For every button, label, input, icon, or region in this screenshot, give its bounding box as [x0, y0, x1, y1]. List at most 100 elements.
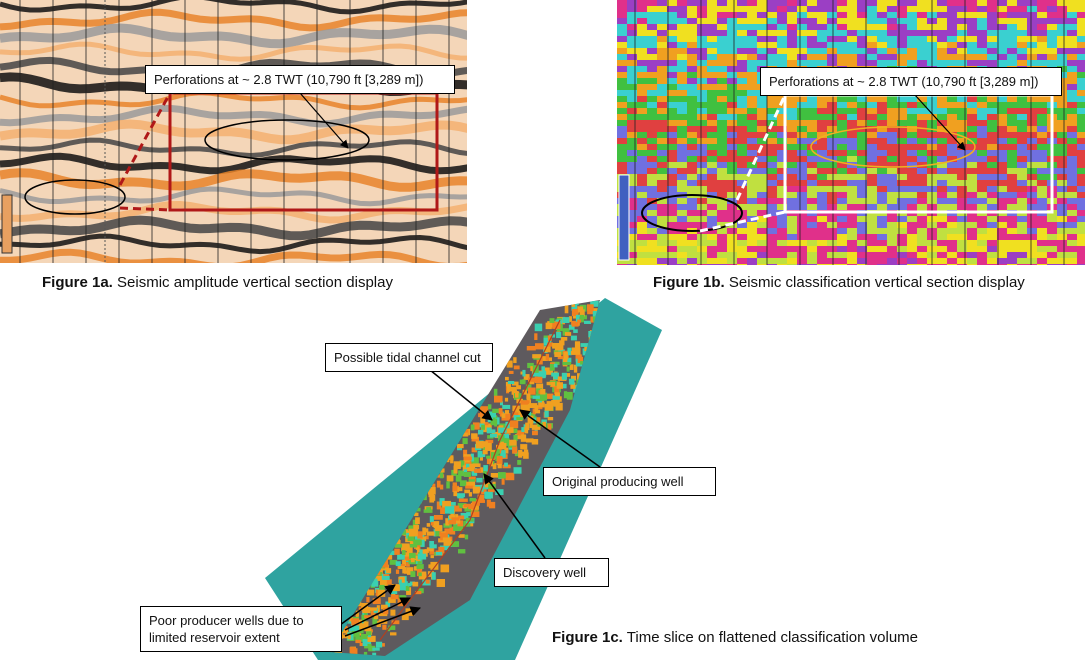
- texture: [532, 354, 542, 359]
- texture: [361, 603, 368, 610]
- texture: [1007, 180, 1017, 186]
- texture: [777, 174, 787, 180]
- texture: [857, 132, 867, 138]
- texture: [647, 66, 657, 72]
- texture: [426, 547, 434, 552]
- texture: [637, 204, 647, 210]
- texture: [1077, 258, 1085, 264]
- texture: [827, 240, 837, 246]
- texture: [1077, 246, 1085, 252]
- texture: [380, 578, 389, 586]
- texture: [406, 587, 412, 595]
- texture: [627, 198, 637, 204]
- texture: [657, 228, 667, 234]
- texture: [637, 90, 647, 96]
- texture: [547, 423, 552, 430]
- texture: [867, 234, 877, 240]
- texture: [977, 246, 987, 252]
- texture: [677, 0, 687, 6]
- texture: [917, 222, 927, 228]
- texture: [498, 472, 506, 479]
- texture: [697, 0, 707, 6]
- texture: [797, 144, 807, 150]
- texture: [1037, 60, 1047, 66]
- texture: [687, 6, 697, 12]
- texture: [787, 156, 797, 162]
- texture: [717, 180, 727, 186]
- texture: [1017, 132, 1027, 138]
- texture: [486, 455, 494, 459]
- texture: [1067, 6, 1077, 12]
- texture: [737, 258, 747, 264]
- texture: [677, 84, 687, 90]
- texture: [777, 222, 787, 228]
- texture: [727, 36, 737, 42]
- texture: [757, 168, 767, 174]
- texture: [647, 48, 657, 54]
- texture: [897, 180, 907, 186]
- texture: [737, 84, 747, 90]
- texture: [997, 240, 1007, 246]
- texture: [592, 311, 598, 318]
- texture: [917, 42, 927, 48]
- texture: [1, 194, 13, 254]
- texture: [465, 485, 474, 489]
- texture: [579, 309, 585, 317]
- texture: [484, 443, 492, 451]
- texture: [817, 138, 827, 144]
- texture: [1077, 228, 1085, 234]
- texture: [1067, 150, 1077, 156]
- texture: [877, 246, 887, 252]
- texture: [957, 204, 967, 210]
- texture: [657, 54, 667, 60]
- texture: [399, 595, 406, 600]
- texture: [1067, 120, 1077, 126]
- texture: [977, 168, 987, 174]
- texture: [757, 264, 767, 265]
- texture: [727, 252, 737, 258]
- texture: [787, 48, 797, 54]
- texture: [707, 60, 717, 66]
- texture: [787, 264, 797, 265]
- texture: [877, 198, 887, 204]
- texture: [997, 216, 1007, 222]
- texture: [647, 60, 657, 66]
- texture: [1057, 114, 1067, 120]
- texture: [737, 144, 747, 150]
- texture: [687, 180, 697, 186]
- texture: [697, 156, 707, 162]
- texture: [767, 204, 777, 210]
- texture: [887, 36, 897, 42]
- texture: [1077, 12, 1085, 18]
- texture: [827, 234, 837, 240]
- texture: [897, 120, 907, 126]
- texture: [737, 174, 747, 180]
- texture: [967, 60, 977, 66]
- texture: [877, 150, 887, 156]
- texture: [1027, 18, 1037, 24]
- texture: [677, 6, 687, 12]
- texture: [827, 258, 837, 264]
- texture: [687, 90, 697, 96]
- texture: [451, 517, 460, 521]
- texture: [867, 102, 877, 108]
- texture: [887, 6, 897, 12]
- texture: [1027, 60, 1037, 66]
- texture: [1007, 216, 1017, 222]
- texture: [787, 252, 797, 258]
- texture: [887, 216, 897, 222]
- texture: [687, 216, 697, 222]
- texture: [897, 42, 907, 48]
- texture: [375, 589, 379, 596]
- texture: [429, 541, 434, 546]
- texture: [957, 132, 967, 138]
- texture: [471, 433, 478, 439]
- texture: [817, 192, 827, 198]
- texture: [541, 419, 547, 424]
- texture: [466, 467, 475, 472]
- texture: [897, 234, 907, 240]
- texture: [967, 162, 977, 168]
- texture: [397, 554, 405, 560]
- texture: [827, 150, 837, 156]
- texture: [627, 72, 637, 78]
